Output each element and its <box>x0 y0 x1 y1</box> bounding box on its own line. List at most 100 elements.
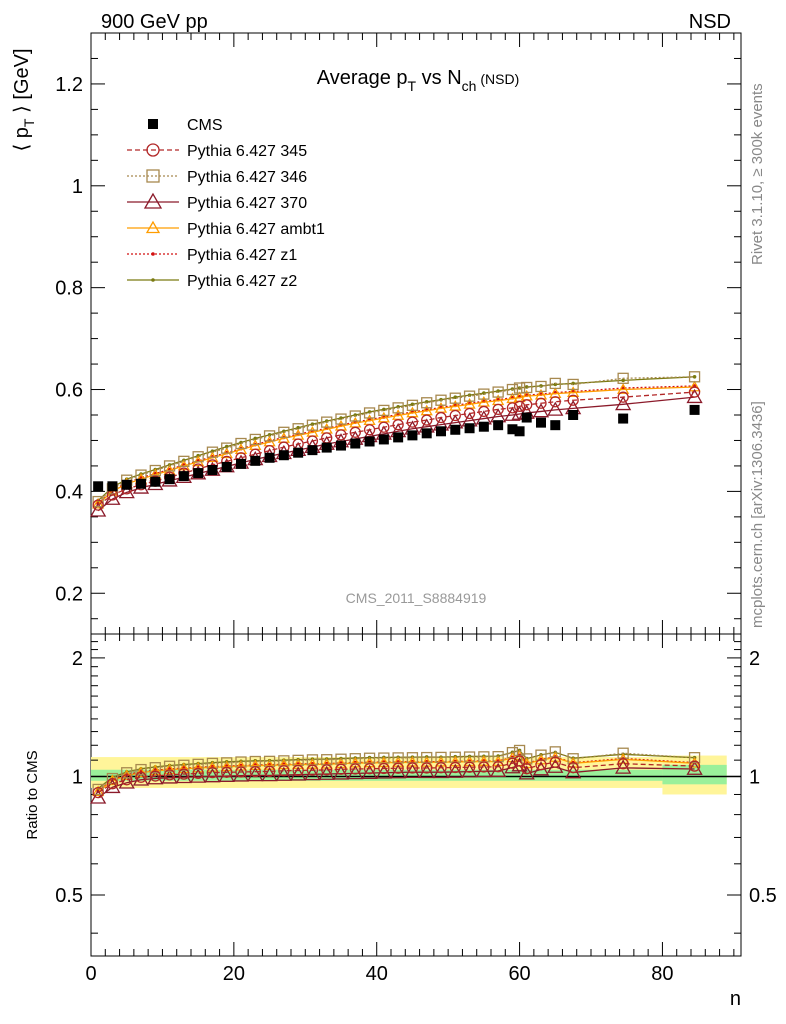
ratio-y-tick-label-right: 2 <box>749 648 760 670</box>
data-point <box>392 402 404 414</box>
data-point <box>292 423 304 435</box>
ratio-point <box>378 762 390 775</box>
legend-item-z2: Pythia 6.427 z2 <box>127 273 297 290</box>
data-point <box>549 377 561 390</box>
legend-marker <box>151 278 155 282</box>
legend-marker <box>146 143 160 157</box>
main-plot-frame <box>90 32 742 635</box>
title-sub-t: T <box>408 78 417 94</box>
y-tick-label: 0.6 <box>55 380 83 402</box>
data-point <box>363 424 376 436</box>
legend-item-z1: Pythia 6.427 z1 <box>127 247 297 264</box>
ratio-point <box>221 766 233 778</box>
data-point <box>421 397 433 409</box>
title-main: Average p <box>317 67 408 89</box>
ratio-y-tick-label-right: 0.5 <box>749 885 777 907</box>
data-point <box>263 430 276 442</box>
x-axis-label: n <box>730 988 741 1010</box>
data-point <box>393 432 404 443</box>
ratio-point <box>392 762 404 774</box>
y-tick-label: 0.2 <box>55 583 83 605</box>
data-point <box>221 442 233 454</box>
data-point <box>464 423 475 434</box>
ratio-point <box>178 759 190 771</box>
header-left-label: 900 GeV pp <box>101 11 208 33</box>
plot-title: Average pT vs Nch (NSD) <box>317 67 520 94</box>
title-mid: vs N <box>416 67 462 89</box>
data-point <box>463 407 476 420</box>
series-layer <box>90 371 703 517</box>
data-point <box>121 479 132 490</box>
ratio-point <box>463 761 476 773</box>
data-point <box>264 452 275 463</box>
legend-marker <box>146 169 160 183</box>
series-cms <box>93 404 700 492</box>
legend-item-p346: Pythia 6.427 346 <box>127 169 307 186</box>
data-point <box>615 395 632 411</box>
ratio-line <box>97 760 695 794</box>
series-line <box>97 376 695 503</box>
legend-label: Pythia 6.427 370 <box>187 195 307 212</box>
legend-item-ambt1: Pythia 6.427 ambt1 <box>127 220 325 238</box>
ratio-point <box>163 769 176 781</box>
data-point <box>567 386 580 397</box>
data-point <box>478 388 490 400</box>
data-point <box>236 458 246 469</box>
ratio-point <box>492 761 504 773</box>
data-point <box>621 378 625 383</box>
ratio-point <box>249 766 261 778</box>
data-point <box>478 421 489 432</box>
data-point <box>567 378 579 391</box>
data-point <box>107 481 118 492</box>
data-point <box>493 420 504 431</box>
y-label-sub: T <box>21 118 37 127</box>
title-sub-ch: ch <box>462 78 477 94</box>
axis-ticks: 0.2 0.4 0.6 0.8 1 1.2 0 20 40 60 80 0.5 0.5 1 1 2 2 <box>55 33 777 985</box>
legend-label: Pythia 6.427 z1 <box>187 247 297 264</box>
rivet-side-label: Rivet 3.1.10, ≥ 300k events <box>749 83 766 265</box>
ratio-point <box>688 760 701 772</box>
ratio-point <box>292 764 304 777</box>
data-point <box>335 429 347 441</box>
data-point <box>521 412 532 423</box>
ratio-point <box>206 757 219 770</box>
data-point <box>296 425 300 430</box>
data-point <box>617 372 629 384</box>
data-point <box>278 426 290 438</box>
data-point <box>453 395 458 399</box>
data-point <box>349 410 361 422</box>
series-p346 <box>92 371 701 508</box>
data-point <box>449 392 461 404</box>
data-point <box>150 476 161 487</box>
data-point <box>692 374 697 379</box>
data-point <box>618 413 629 424</box>
ratio-point <box>134 766 148 778</box>
ratio-point <box>163 760 176 772</box>
data-point <box>506 402 519 414</box>
x-tick-label: 20 <box>223 963 245 985</box>
legend-label: CMS <box>187 117 223 134</box>
data-point <box>449 409 461 422</box>
data-point <box>92 499 104 511</box>
legend-item-p370: Pythia 6.427 370 <box>127 192 307 212</box>
ratio-point <box>567 753 579 765</box>
ratio-point <box>686 760 703 775</box>
data-point <box>321 442 332 453</box>
data-point <box>450 424 461 435</box>
data-point <box>514 426 525 437</box>
data-point <box>463 390 476 402</box>
ratio-point <box>521 763 533 775</box>
ratio-point <box>147 770 164 785</box>
ratio-point <box>192 761 205 773</box>
data-point <box>206 446 219 458</box>
data-point <box>221 461 232 472</box>
y-label-open: ⟨ p <box>11 127 33 151</box>
header-right-label: NSD <box>689 11 731 33</box>
data-point <box>406 399 419 411</box>
ratio-point <box>492 755 505 767</box>
data-point <box>149 464 161 477</box>
data-point <box>617 391 629 403</box>
data-point <box>689 404 700 415</box>
x-tick-label: 0 <box>85 963 96 985</box>
data-point <box>506 383 519 396</box>
